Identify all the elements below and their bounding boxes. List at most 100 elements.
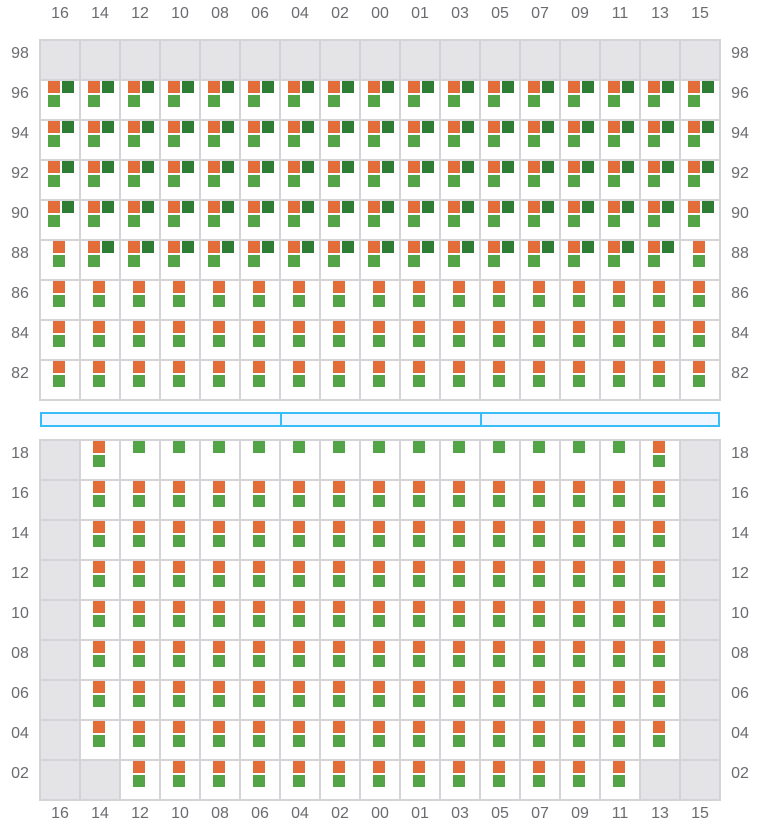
seat-cell[interactable]: [561, 241, 599, 279]
seat-cell[interactable]: [321, 601, 359, 639]
seat-cell[interactable]: [641, 281, 679, 319]
seat-cell[interactable]: [81, 681, 119, 719]
seat-cell[interactable]: [441, 441, 479, 479]
seat-cell[interactable]: [121, 441, 159, 479]
seat-cell[interactable]: [681, 201, 719, 239]
seat-cell[interactable]: [41, 81, 79, 119]
seat-cell[interactable]: [321, 81, 359, 119]
seat-cell[interactable]: [41, 121, 79, 159]
seat-cell[interactable]: [481, 441, 519, 479]
seat-cell[interactable]: [201, 721, 239, 759]
seat-cell[interactable]: [241, 121, 279, 159]
seat-cell[interactable]: [641, 441, 679, 479]
seat-cell[interactable]: [641, 721, 679, 759]
seat-cell[interactable]: [81, 321, 119, 359]
seat-cell[interactable]: [441, 161, 479, 199]
seat-cell[interactable]: [481, 761, 519, 799]
seat-cell[interactable]: [121, 361, 159, 399]
seat-cell[interactable]: [681, 281, 719, 319]
seat-cell[interactable]: [81, 561, 119, 599]
seat-cell[interactable]: [521, 281, 559, 319]
seat-cell[interactable]: [321, 321, 359, 359]
seat-cell[interactable]: [441, 241, 479, 279]
seat-cell[interactable]: [441, 521, 479, 559]
seat-cell[interactable]: [441, 681, 479, 719]
seat-cell[interactable]: [521, 481, 559, 519]
seat-cell[interactable]: [81, 361, 119, 399]
seat-cell[interactable]: [281, 481, 319, 519]
seat-cell[interactable]: [201, 681, 239, 719]
seat-cell[interactable]: [601, 601, 639, 639]
seat-cell[interactable]: [241, 201, 279, 239]
seat-cell[interactable]: [521, 361, 559, 399]
seat-cell[interactable]: [161, 681, 199, 719]
seat-cell[interactable]: [81, 601, 119, 639]
seat-cell[interactable]: [641, 361, 679, 399]
seat-cell[interactable]: [481, 361, 519, 399]
seat-cell[interactable]: [321, 281, 359, 319]
seat-cell[interactable]: [481, 641, 519, 679]
seat-cell[interactable]: [201, 441, 239, 479]
seat-cell[interactable]: [201, 761, 239, 799]
seat-cell[interactable]: [241, 521, 279, 559]
seat-cell[interactable]: [601, 521, 639, 559]
seat-cell[interactable]: [321, 201, 359, 239]
seat-cell[interactable]: [481, 281, 519, 319]
seat-cell[interactable]: [321, 721, 359, 759]
seat-cell[interactable]: [81, 81, 119, 119]
seat-cell[interactable]: [241, 321, 279, 359]
seat-cell[interactable]: [161, 761, 199, 799]
seat-cell[interactable]: [561, 161, 599, 199]
seat-cell[interactable]: [601, 561, 639, 599]
seat-cell[interactable]: [201, 81, 239, 119]
seat-cell[interactable]: [241, 81, 279, 119]
seat-cell[interactable]: [241, 561, 279, 599]
seat-cell[interactable]: [601, 761, 639, 799]
seat-cell[interactable]: [521, 721, 559, 759]
seat-cell[interactable]: [441, 641, 479, 679]
seat-cell[interactable]: [281, 601, 319, 639]
seat-cell[interactable]: [281, 561, 319, 599]
seat-cell[interactable]: [361, 641, 399, 679]
seat-cell[interactable]: [241, 641, 279, 679]
seat-cell[interactable]: [161, 281, 199, 319]
seat-cell[interactable]: [121, 601, 159, 639]
seat-cell[interactable]: [561, 761, 599, 799]
seat-cell[interactable]: [401, 161, 439, 199]
seat-cell[interactable]: [641, 481, 679, 519]
seat-cell[interactable]: [521, 321, 559, 359]
seat-cell[interactable]: [361, 681, 399, 719]
seat-cell[interactable]: [121, 161, 159, 199]
seat-cell[interactable]: [561, 121, 599, 159]
divider-segment[interactable]: [280, 412, 482, 427]
seat-cell[interactable]: [681, 361, 719, 399]
seat-cell[interactable]: [481, 481, 519, 519]
seat-cell[interactable]: [441, 201, 479, 239]
seat-cell[interactable]: [361, 241, 399, 279]
seat-cell[interactable]: [601, 641, 639, 679]
seat-cell[interactable]: [201, 561, 239, 599]
seat-cell[interactable]: [561, 561, 599, 599]
seat-cell[interactable]: [161, 641, 199, 679]
seat-cell[interactable]: [401, 761, 439, 799]
seat-cell[interactable]: [441, 601, 479, 639]
seat-cell[interactable]: [361, 561, 399, 599]
seat-cell[interactable]: [361, 761, 399, 799]
seat-cell[interactable]: [361, 441, 399, 479]
seat-cell[interactable]: [681, 321, 719, 359]
seat-cell[interactable]: [561, 361, 599, 399]
seat-cell[interactable]: [361, 201, 399, 239]
seat-cell[interactable]: [361, 321, 399, 359]
seat-cell[interactable]: [401, 481, 439, 519]
seat-cell[interactable]: [121, 521, 159, 559]
seat-cell[interactable]: [481, 121, 519, 159]
seat-cell[interactable]: [481, 681, 519, 719]
seat-cell[interactable]: [201, 161, 239, 199]
seat-cell[interactable]: [121, 201, 159, 239]
seat-cell[interactable]: [281, 761, 319, 799]
seat-cell[interactable]: [521, 201, 559, 239]
seat-cell[interactable]: [361, 161, 399, 199]
seat-cell[interactable]: [641, 681, 679, 719]
seat-cell[interactable]: [441, 361, 479, 399]
seat-cell[interactable]: [601, 201, 639, 239]
